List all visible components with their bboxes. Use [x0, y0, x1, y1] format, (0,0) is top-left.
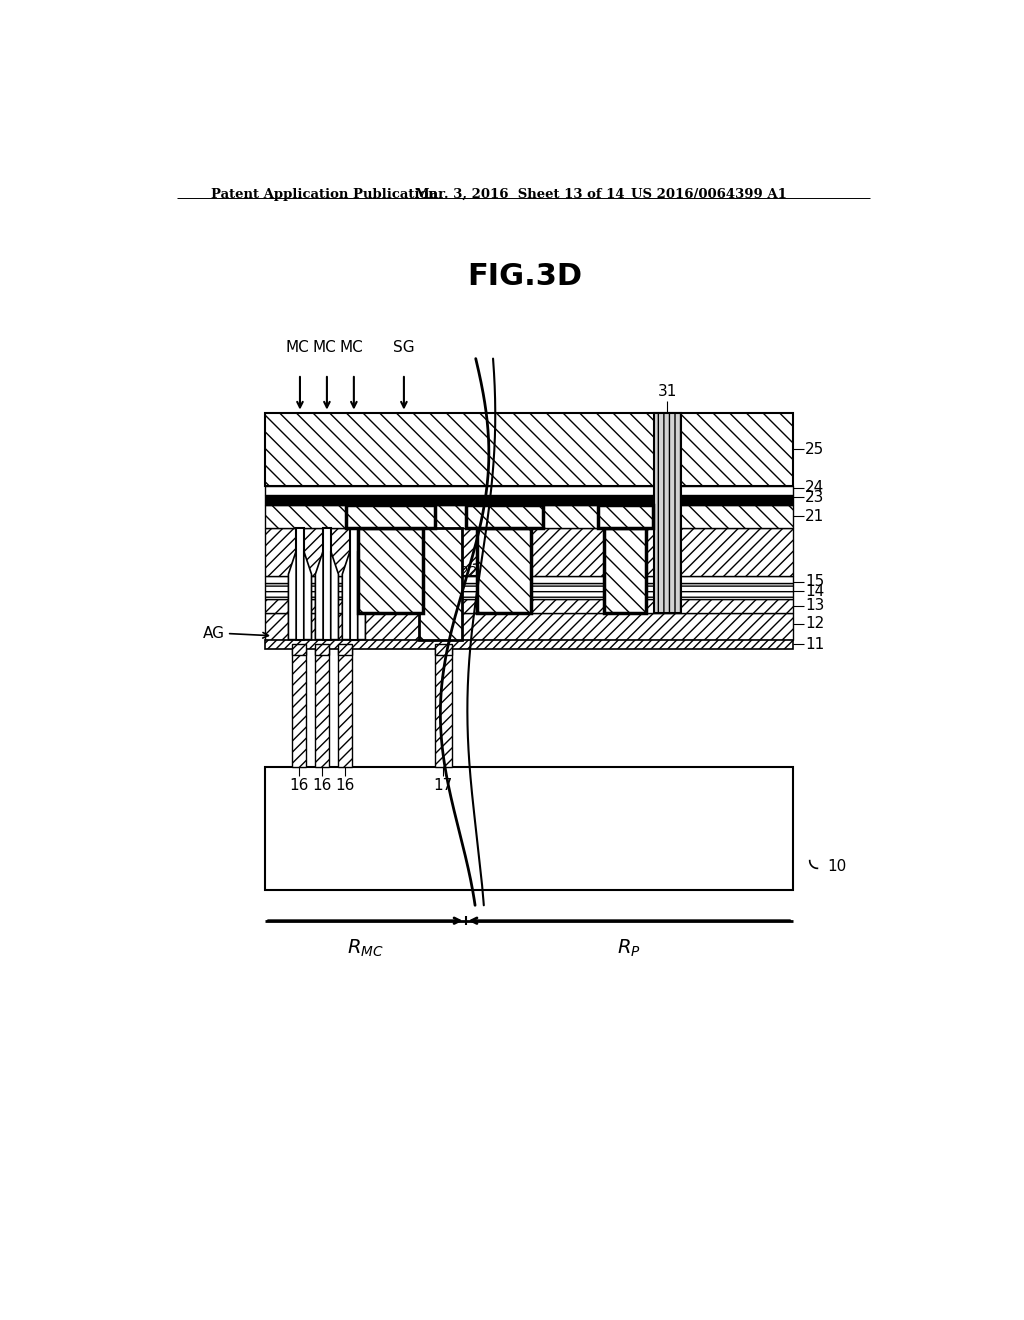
Bar: [265, 576, 793, 583]
Text: 16: 16: [290, 779, 309, 793]
Bar: [265, 504, 793, 528]
Bar: [604, 528, 646, 612]
Bar: [265, 528, 793, 576]
Bar: [265, 583, 793, 599]
Polygon shape: [289, 552, 296, 640]
Bar: [350, 528, 357, 640]
Bar: [265, 767, 793, 890]
Text: 15: 15: [805, 574, 824, 590]
Text: 24: 24: [805, 480, 824, 495]
Bar: [435, 649, 453, 767]
Bar: [435, 644, 453, 655]
Polygon shape: [315, 552, 323, 640]
Bar: [315, 649, 330, 767]
Text: 12: 12: [805, 616, 824, 631]
Bar: [265, 486, 793, 495]
Bar: [339, 644, 352, 655]
Bar: [477, 528, 531, 612]
Polygon shape: [304, 552, 311, 640]
Bar: [265, 612, 793, 640]
Polygon shape: [342, 552, 350, 640]
Polygon shape: [331, 552, 339, 640]
Text: AG: AG: [204, 626, 225, 642]
Bar: [315, 644, 330, 655]
Text: 11: 11: [805, 636, 824, 652]
Text: Patent Application Publication: Patent Application Publication: [211, 187, 438, 201]
Text: FIG.3D: FIG.3D: [467, 263, 583, 292]
Text: MC: MC: [340, 339, 364, 355]
Text: MC: MC: [312, 339, 337, 355]
Text: 10: 10: [827, 859, 847, 874]
Bar: [654, 412, 681, 612]
Text: 16: 16: [312, 779, 332, 793]
Bar: [265, 413, 793, 486]
Bar: [419, 528, 462, 640]
Text: 22: 22: [460, 565, 477, 579]
Bar: [292, 649, 306, 767]
Bar: [598, 504, 652, 528]
Text: $R_P$: $R_P$: [617, 937, 641, 958]
Bar: [466, 504, 543, 528]
Bar: [339, 649, 352, 767]
Text: US 2016/0064399 A1: US 2016/0064399 A1: [631, 187, 786, 201]
Text: Mar. 3, 2016  Sheet 13 of 14: Mar. 3, 2016 Sheet 13 of 14: [416, 187, 625, 201]
Text: MC: MC: [286, 339, 309, 355]
Text: 25: 25: [805, 442, 824, 457]
Bar: [346, 504, 435, 528]
Bar: [265, 640, 793, 649]
Text: 14: 14: [805, 583, 824, 599]
Text: 13a: 13a: [400, 541, 426, 554]
Polygon shape: [357, 552, 366, 640]
Text: 17: 17: [433, 779, 453, 793]
Bar: [357, 528, 423, 612]
Text: 16: 16: [336, 779, 355, 793]
Bar: [265, 495, 793, 506]
Text: SG: SG: [393, 339, 415, 355]
Text: 21: 21: [805, 510, 824, 524]
Text: 31: 31: [657, 384, 677, 399]
Bar: [265, 599, 793, 612]
Bar: [323, 528, 331, 640]
Text: 13: 13: [805, 598, 824, 614]
Bar: [292, 644, 306, 655]
Bar: [296, 528, 304, 640]
Text: $R_{MC}$: $R_{MC}$: [347, 937, 384, 958]
Text: 23: 23: [805, 490, 824, 504]
